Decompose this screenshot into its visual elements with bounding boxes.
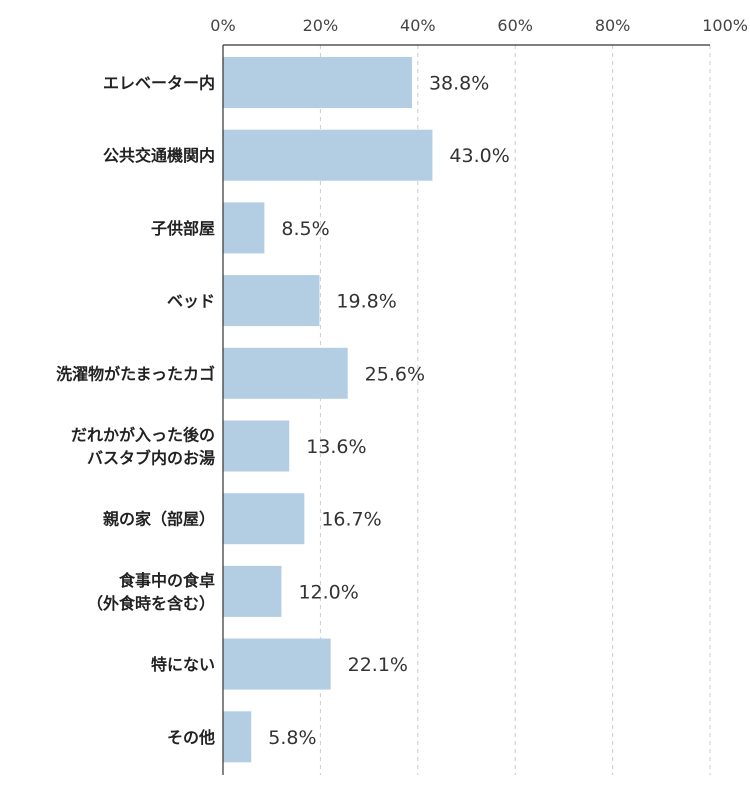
axes bbox=[222, 44, 710, 775]
bar bbox=[223, 711, 252, 763]
category-label: 洗濯物がたまったカゴ bbox=[56, 364, 215, 383]
category-label: （外食時を含む） bbox=[87, 594, 215, 613]
category-label: 子供部屋 bbox=[151, 219, 215, 238]
category-label: バスタブ内のお湯 bbox=[87, 449, 215, 468]
x-tick-label: 80% bbox=[595, 16, 631, 35]
bar bbox=[223, 565, 282, 617]
data-label: 25.6% bbox=[365, 363, 425, 385]
data-label: 22.1% bbox=[348, 654, 408, 676]
bar bbox=[223, 275, 320, 327]
x-tick-label: 40% bbox=[400, 16, 436, 35]
data-label: 8.5% bbox=[281, 218, 329, 240]
category-label: その他 bbox=[167, 728, 215, 747]
data-label: 38.8% bbox=[429, 73, 489, 95]
bar bbox=[223, 638, 331, 690]
x-tick-label: 0% bbox=[210, 16, 235, 35]
bar bbox=[223, 420, 290, 472]
bar bbox=[223, 493, 305, 545]
data-label: 13.6% bbox=[306, 436, 366, 458]
data-label: 16.7% bbox=[321, 509, 381, 531]
category-label: ベッド bbox=[167, 292, 215, 311]
category-label: だれかが入った後の bbox=[71, 426, 215, 445]
x-tick-label: 60% bbox=[497, 16, 533, 35]
category-label: 親の家（部屋） bbox=[103, 510, 215, 529]
category-label: 特にない bbox=[151, 655, 215, 674]
category-label: 公共交通機関内 bbox=[103, 146, 215, 165]
bar bbox=[223, 57, 412, 108]
category-label: 食事中の食卓 bbox=[118, 571, 215, 590]
bar bbox=[223, 347, 348, 399]
data-label: 19.8% bbox=[336, 291, 396, 313]
labels: 0% 20% 40% 60% 80% 100% 38.8% エレベーター内 43.0% 公共交通機… bbox=[56, 16, 748, 749]
bar bbox=[223, 202, 265, 254]
x-tick-label: 100% bbox=[702, 16, 748, 35]
x-tick-label: 20% bbox=[303, 16, 339, 35]
data-label: 43.0% bbox=[449, 145, 509, 167]
bar bbox=[223, 129, 433, 181]
data-label: 5.8% bbox=[268, 727, 316, 749]
category-label: エレベーター内 bbox=[103, 74, 215, 93]
bars bbox=[223, 57, 433, 763]
data-label: 12.0% bbox=[298, 581, 358, 603]
